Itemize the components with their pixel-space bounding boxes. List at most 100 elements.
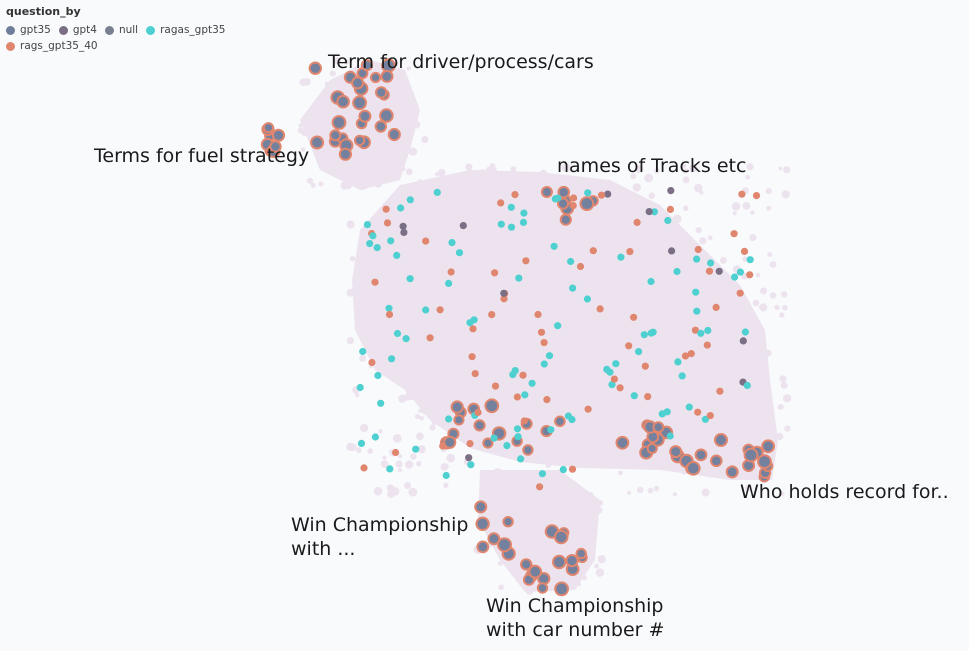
point-rags-gpt35-40[interactable] [746,271,754,279]
point-ragas-gpt35[interactable] [746,256,754,264]
point-gpt4[interactable] [400,228,408,236]
point-ragas-gpt35[interactable] [666,432,674,440]
point-rags-gpt35-40[interactable] [706,412,714,420]
point-ragas-gpt35[interactable] [507,223,516,231]
point-ragas-gpt35[interactable] [584,189,592,197]
point-gpt35[interactable] [528,564,543,579]
point-ragas-gpt35[interactable] [630,392,638,400]
legend-item-ragas-gpt35[interactable]: ragas_gpt35 [146,24,226,36]
point-gpt35[interactable] [450,400,464,414]
point-ragas-gpt35[interactable] [635,348,643,356]
point-rags-gpt35-40[interactable] [569,202,577,210]
point-ragas-gpt35[interactable] [658,410,666,418]
point-ragas-gpt35[interactable] [538,470,547,478]
point-rags-gpt35-40[interactable] [519,371,527,379]
point-gpt35[interactable] [380,69,394,83]
point-gpt4[interactable] [715,267,723,275]
point-gpt35[interactable] [375,86,388,99]
point-ragas-gpt35[interactable] [647,277,655,286]
point-rags-gpt35-40[interactable] [740,247,749,255]
point-gpt35[interactable] [557,185,571,199]
point-rags-gpt35-40[interactable] [368,358,376,367]
point-gpt35[interactable] [522,444,534,456]
point-gpt4[interactable] [465,454,473,462]
point-ragas-gpt35[interactable] [674,358,682,366]
point-gpt35[interactable] [360,59,373,72]
point-rags-gpt35-40[interactable] [447,268,455,276]
point-ragas-gpt35[interactable] [521,391,529,399]
point-gpt35[interactable] [475,516,490,531]
point-rags-gpt35-40[interactable] [468,353,476,361]
point-gpt35[interactable] [536,582,549,594]
point-ragas-gpt35[interactable] [442,471,450,480]
point-ragas-gpt35[interactable] [422,306,430,314]
point-gpt35[interactable] [757,454,772,470]
point-rags-gpt35-40[interactable] [736,289,744,297]
point-ragas-gpt35[interactable] [363,221,371,229]
point-gpt4[interactable] [668,247,676,255]
point-gpt35[interactable] [553,529,569,545]
point-gpt35[interactable] [552,554,567,570]
point-ragas-gpt35[interactable] [371,433,379,441]
point-rags-gpt35-40[interactable] [500,295,508,303]
point-ragas-gpt35[interactable] [466,319,474,327]
point-ragas-gpt35[interactable] [511,367,519,375]
point-gpt35[interactable] [652,421,665,434]
point-ragas-gpt35[interactable] [583,295,592,303]
point-ragas-gpt35[interactable] [569,284,577,292]
point-ragas-gpt35[interactable] [406,275,414,283]
point-ragas-gpt35[interactable] [731,273,739,281]
point-ragas-gpt35[interactable] [567,257,575,266]
point-ragas-gpt35[interactable] [455,249,464,257]
point-gpt4[interactable] [645,208,653,216]
point-gpt35[interactable] [484,398,500,414]
point-rags-gpt35-40[interactable] [534,310,542,319]
point-gpt35[interactable] [520,558,533,571]
point-ragas-gpt35[interactable] [528,379,536,387]
point-rags-gpt35-40[interactable] [426,334,434,342]
point-ragas-gpt35[interactable] [356,383,364,392]
point-ragas-gpt35[interactable] [693,307,701,315]
point-ragas-gpt35[interactable] [374,371,382,380]
point-ragas-gpt35[interactable] [685,403,693,411]
point-gpt35[interactable] [743,447,759,463]
point-ragas-gpt35[interactable] [514,433,522,441]
point-gpt35[interactable] [331,115,347,130]
point-gpt35[interactable] [351,76,365,90]
point-ragas-gpt35[interactable] [359,347,367,356]
point-gpt35[interactable] [554,415,566,428]
point-gpt35[interactable] [308,61,322,75]
point-ragas-gpt35[interactable] [503,442,511,450]
point-rags-gpt35-40[interactable] [471,370,479,378]
point-rags-gpt35-40[interactable] [610,375,619,383]
point-rags-gpt35-40[interactable] [491,382,500,390]
point-ragas-gpt35[interactable] [608,381,616,389]
point-gpt35[interactable] [497,537,512,553]
point-gpt35[interactable] [387,127,401,142]
point-ragas-gpt35[interactable] [650,208,659,216]
point-gpt35[interactable] [761,439,775,454]
point-gpt4[interactable] [399,222,407,230]
point-rags-gpt35-40[interactable] [436,306,444,314]
point-ragas-gpt35[interactable] [547,426,555,434]
point-gpt35[interactable] [575,547,587,560]
point-gpt35[interactable] [374,120,387,133]
point-gpt35[interactable] [453,414,465,426]
point-rags-gpt35-40[interactable] [738,190,746,198]
point-rags-gpt35-40[interactable] [360,464,368,472]
point-gpt35[interactable] [476,540,490,554]
point-rags-gpt35-40[interactable] [630,313,638,321]
point-rags-gpt35-40[interactable] [543,396,551,404]
point-rags-gpt35-40[interactable] [511,191,519,199]
point-rags-gpt35-40[interactable] [576,262,585,271]
point-ragas-gpt35[interactable] [467,461,475,469]
point-gpt35[interactable] [352,95,368,111]
point-ragas-gpt35[interactable] [540,360,548,368]
point-ragas-gpt35[interactable] [393,329,402,338]
point-rags-gpt35-40[interactable] [616,384,624,392]
legend-item-gpt35[interactable]: gpt35 [6,24,51,36]
point-rags-gpt35-40[interactable] [570,194,578,202]
point-gpt4[interactable] [739,337,747,345]
point-rags-gpt35-40[interactable] [730,230,738,238]
point-ragas-gpt35[interactable] [664,216,672,225]
